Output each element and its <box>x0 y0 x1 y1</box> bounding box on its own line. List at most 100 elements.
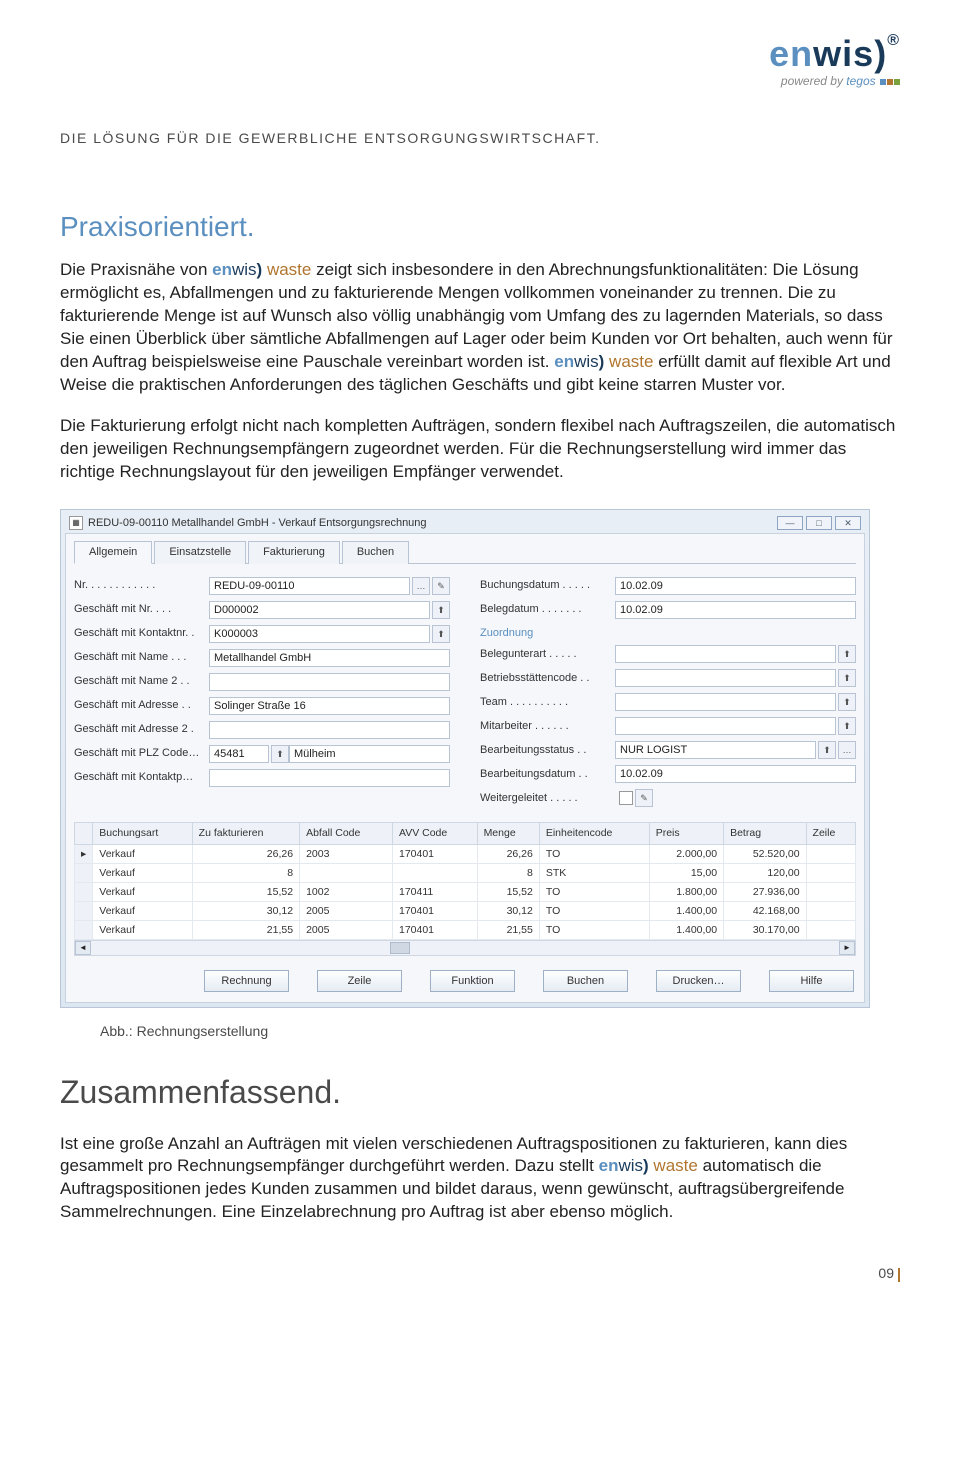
table-cell[interactable] <box>806 844 855 863</box>
table-cell[interactable]: 170401 <box>392 921 477 940</box>
text-field[interactable] <box>615 669 836 687</box>
table-cell[interactable]: 21,55 <box>477 921 539 940</box>
text-field[interactable] <box>615 693 836 711</box>
table-cell[interactable]: 15,52 <box>477 882 539 901</box>
field-lookup-button[interactable]: ⬆ <box>271 745 289 763</box>
text-field[interactable]: NUR LOGIST <box>615 741 816 759</box>
field-lookup-button[interactable]: ✎ <box>432 577 450 595</box>
table-cell[interactable]: 42.168,00 <box>724 902 806 921</box>
table-cell[interactable]: TO <box>539 844 649 863</box>
text-field[interactable]: 10.02.09 <box>615 577 856 595</box>
field-lookup-button[interactable]: ⬆ <box>838 717 856 735</box>
scroll-right-icon[interactable]: ► <box>839 941 855 955</box>
text-field[interactable]: REDU-09-00110 <box>209 577 410 595</box>
table-cell[interactable] <box>806 863 855 882</box>
table-cell[interactable] <box>75 882 93 901</box>
checkbox[interactable] <box>619 791 633 805</box>
table-cell[interactable]: TO <box>539 902 649 921</box>
table-cell[interactable]: 30,12 <box>477 902 539 921</box>
table-header[interactable]: Zeile <box>806 823 855 844</box>
text-field[interactable]: 10.02.09 <box>615 765 856 783</box>
table-cell[interactable]: 170401 <box>392 844 477 863</box>
table-cell[interactable]: ▸ <box>75 844 93 863</box>
maximize-button[interactable]: □ <box>806 516 832 530</box>
table-cell[interactable] <box>806 902 855 921</box>
text-field[interactable] <box>615 717 836 735</box>
table-header[interactable]: Preis <box>649 823 723 844</box>
table-cell[interactable]: 8 <box>477 863 539 882</box>
table-header[interactable]: AVV Code <box>392 823 477 844</box>
table-cell[interactable]: 8 <box>192 863 299 882</box>
table-cell[interactable]: 170411 <box>392 882 477 901</box>
table-cell[interactable]: 26,26 <box>477 844 539 863</box>
table-cell[interactable]: 27.936,00 <box>724 882 806 901</box>
dialog-button-funktion[interactable]: Funktion <box>430 970 515 992</box>
minimize-button[interactable]: — <box>777 516 803 530</box>
table-cell[interactable]: 2003 <box>300 844 393 863</box>
scroll-left-icon[interactable]: ◄ <box>75 941 91 955</box>
table-cell[interactable]: 21,55 <box>192 921 299 940</box>
table-cell[interactable]: 2.000,00 <box>649 844 723 863</box>
table-row[interactable]: Verkauf21,55200517040121,55TO1.400,0030.… <box>75 921 856 940</box>
table-cell[interactable] <box>806 882 855 901</box>
table-cell[interactable]: 15,52 <box>192 882 299 901</box>
horizontal-scrollbar[interactable]: ◄ ► <box>74 940 856 956</box>
table-cell[interactable]: 30,12 <box>192 902 299 921</box>
text-field[interactable]: 45481 <box>209 745 269 763</box>
table-row[interactable]: Verkauf30,12200517040130,12TO1.400,0042.… <box>75 902 856 921</box>
scroll-thumb[interactable] <box>390 942 410 954</box>
table-cell[interactable] <box>75 921 93 940</box>
table-cell[interactable]: 52.520,00 <box>724 844 806 863</box>
text-field[interactable]: 10.02.09 <box>615 601 856 619</box>
scroll-track[interactable] <box>91 941 839 955</box>
table-cell[interactable]: 26,26 <box>192 844 299 863</box>
text-field[interactable]: D000002 <box>209 601 430 619</box>
table-cell[interactable]: 15,00 <box>649 863 723 882</box>
text-field[interactable] <box>209 769 450 787</box>
text-field[interactable]: Solinger Straße 16 <box>209 697 450 715</box>
table-cell[interactable] <box>392 863 477 882</box>
table-cell[interactable]: 120,00 <box>724 863 806 882</box>
dialog-button-drucken[interactable]: Drucken… <box>656 970 741 992</box>
text-field[interactable] <box>209 673 450 691</box>
close-button[interactable]: ✕ <box>835 516 861 530</box>
table-cell[interactable]: Verkauf <box>93 921 192 940</box>
table-row[interactable]: ▸Verkauf26,26200317040126,26TO2.000,0052… <box>75 844 856 863</box>
field-lookup-button[interactable]: ✎ <box>635 789 653 807</box>
table-header[interactable]: Abfall Code <box>300 823 393 844</box>
dialog-button-rechnung[interactable]: Rechnung <box>204 970 289 992</box>
table-cell[interactable] <box>75 902 93 921</box>
table-cell[interactable]: Verkauf <box>93 844 192 863</box>
table-cell[interactable]: 1.800,00 <box>649 882 723 901</box>
text-field[interactable]: Metallhandel GmbH <box>209 649 450 667</box>
table-cell[interactable]: 1002 <box>300 882 393 901</box>
dialog-button-zeile[interactable]: Zeile <box>317 970 402 992</box>
tab-buchen[interactable]: Buchen <box>342 541 409 564</box>
table-cell[interactable]: 1.400,00 <box>649 902 723 921</box>
tab-fakturierung[interactable]: Fakturierung <box>248 541 340 564</box>
table-cell[interactable]: TO <box>539 882 649 901</box>
text-field[interactable]: Mülheim <box>289 745 450 763</box>
field-lookup-button[interactable]: ⬆ <box>432 625 450 643</box>
field-lookup-button[interactable]: ⬆ <box>432 601 450 619</box>
table-cell[interactable]: Verkauf <box>93 882 192 901</box>
text-field[interactable] <box>209 721 450 739</box>
field-lookup-button[interactable]: … <box>838 741 856 759</box>
table-cell[interactable]: 2005 <box>300 902 393 921</box>
table-cell[interactable]: 2005 <box>300 921 393 940</box>
table-row[interactable]: Verkauf88STK15,00120,00 <box>75 863 856 882</box>
table-header[interactable]: Menge <box>477 823 539 844</box>
dialog-button-hilfe[interactable]: Hilfe <box>769 970 854 992</box>
table-cell[interactable] <box>806 921 855 940</box>
text-field[interactable] <box>615 645 836 663</box>
dialog-button-buchen[interactable]: Buchen <box>543 970 628 992</box>
tab-allgemein[interactable]: Allgemein <box>74 541 152 564</box>
table-cell[interactable]: Verkauf <box>93 902 192 921</box>
field-lookup-button[interactable]: … <box>412 577 430 595</box>
field-lookup-button[interactable]: ⬆ <box>838 693 856 711</box>
field-lookup-button[interactable]: ⬆ <box>838 645 856 663</box>
table-cell[interactable]: Verkauf <box>93 863 192 882</box>
table-cell[interactable]: 30.170,00 <box>724 921 806 940</box>
table-row[interactable]: Verkauf15,52100217041115,52TO1.800,0027.… <box>75 882 856 901</box>
table-header[interactable]: Buchungsart <box>93 823 192 844</box>
